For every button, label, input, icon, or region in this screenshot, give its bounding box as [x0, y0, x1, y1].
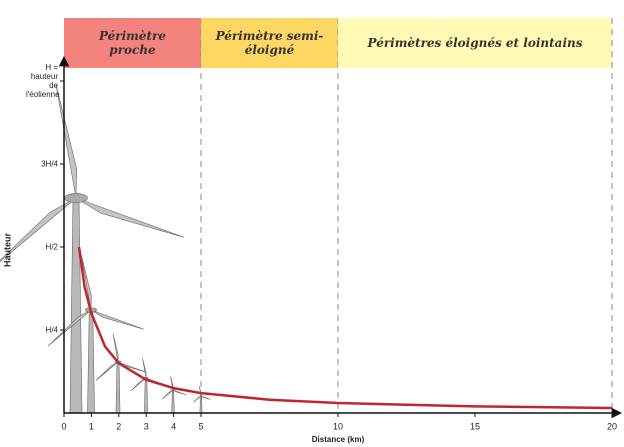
- turbine-blade: [193, 395, 202, 403]
- turbine-blade: [200, 395, 211, 400]
- x-tick-label: 20: [607, 421, 617, 431]
- curve: [77, 246, 613, 410]
- turbine-hub: [199, 395, 203, 397]
- y-tick-label: H/4: [45, 325, 58, 335]
- turbine-blade: [172, 389, 187, 396]
- x-axis-label: Distance (km): [312, 435, 365, 444]
- turbine-tower: [199, 395, 203, 414]
- turbine-blade: [80, 254, 92, 311]
- turbine-tower: [69, 197, 83, 414]
- turbine-tower: [171, 389, 175, 414]
- zone-band: [201, 18, 338, 68]
- x-tick-label: 15: [470, 421, 480, 431]
- x-tick-label: 1: [89, 421, 94, 431]
- y-tick-label: 3H/4: [41, 159, 58, 169]
- wind-turbine: [130, 358, 165, 414]
- wind-turbine: [95, 333, 146, 414]
- turbine-hub: [171, 389, 175, 391]
- x-tick-label: 4: [171, 421, 176, 431]
- x-tick-label: 3: [144, 421, 149, 431]
- turbine-hub: [64, 193, 88, 203]
- zone-band: [338, 18, 612, 68]
- y-tick-label: H = hauteur de l'éolienne: [26, 63, 60, 99]
- turbine-blade: [0, 197, 77, 263]
- turbine-blade: [55, 84, 77, 199]
- turbine-blade: [198, 386, 202, 397]
- y-tick-label: H/2: [45, 242, 58, 252]
- turbine-blade: [95, 361, 119, 381]
- turbine-blade: [75, 197, 185, 238]
- x-tick-label: 5: [198, 421, 203, 431]
- turbine-blade: [90, 309, 144, 330]
- turbine-blade: [142, 358, 147, 379]
- zone-label: Périmètre proche: [98, 29, 167, 57]
- turbine-blade: [162, 389, 174, 400]
- turbine-blade: [130, 377, 147, 392]
- turbine-tower: [144, 377, 148, 414]
- zone-label: Périmètres éloignés et lointains: [367, 36, 583, 50]
- x-tick-label: 10: [333, 421, 343, 431]
- turbine-tower: [115, 361, 121, 414]
- y-axis-label: Hauteur: [2, 233, 12, 268]
- x-tick-label: 2: [116, 421, 121, 431]
- wind-turbine: [162, 376, 187, 414]
- x-tick-label: 0: [61, 421, 66, 431]
- zone-label: Périmètre semi-éloigné: [215, 29, 324, 57]
- wind-turbine: [47, 254, 144, 414]
- turbine-blade: [112, 333, 119, 363]
- turbine-tower: [87, 309, 95, 414]
- wind-turbine: [193, 386, 211, 414]
- zone-band: [64, 18, 201, 68]
